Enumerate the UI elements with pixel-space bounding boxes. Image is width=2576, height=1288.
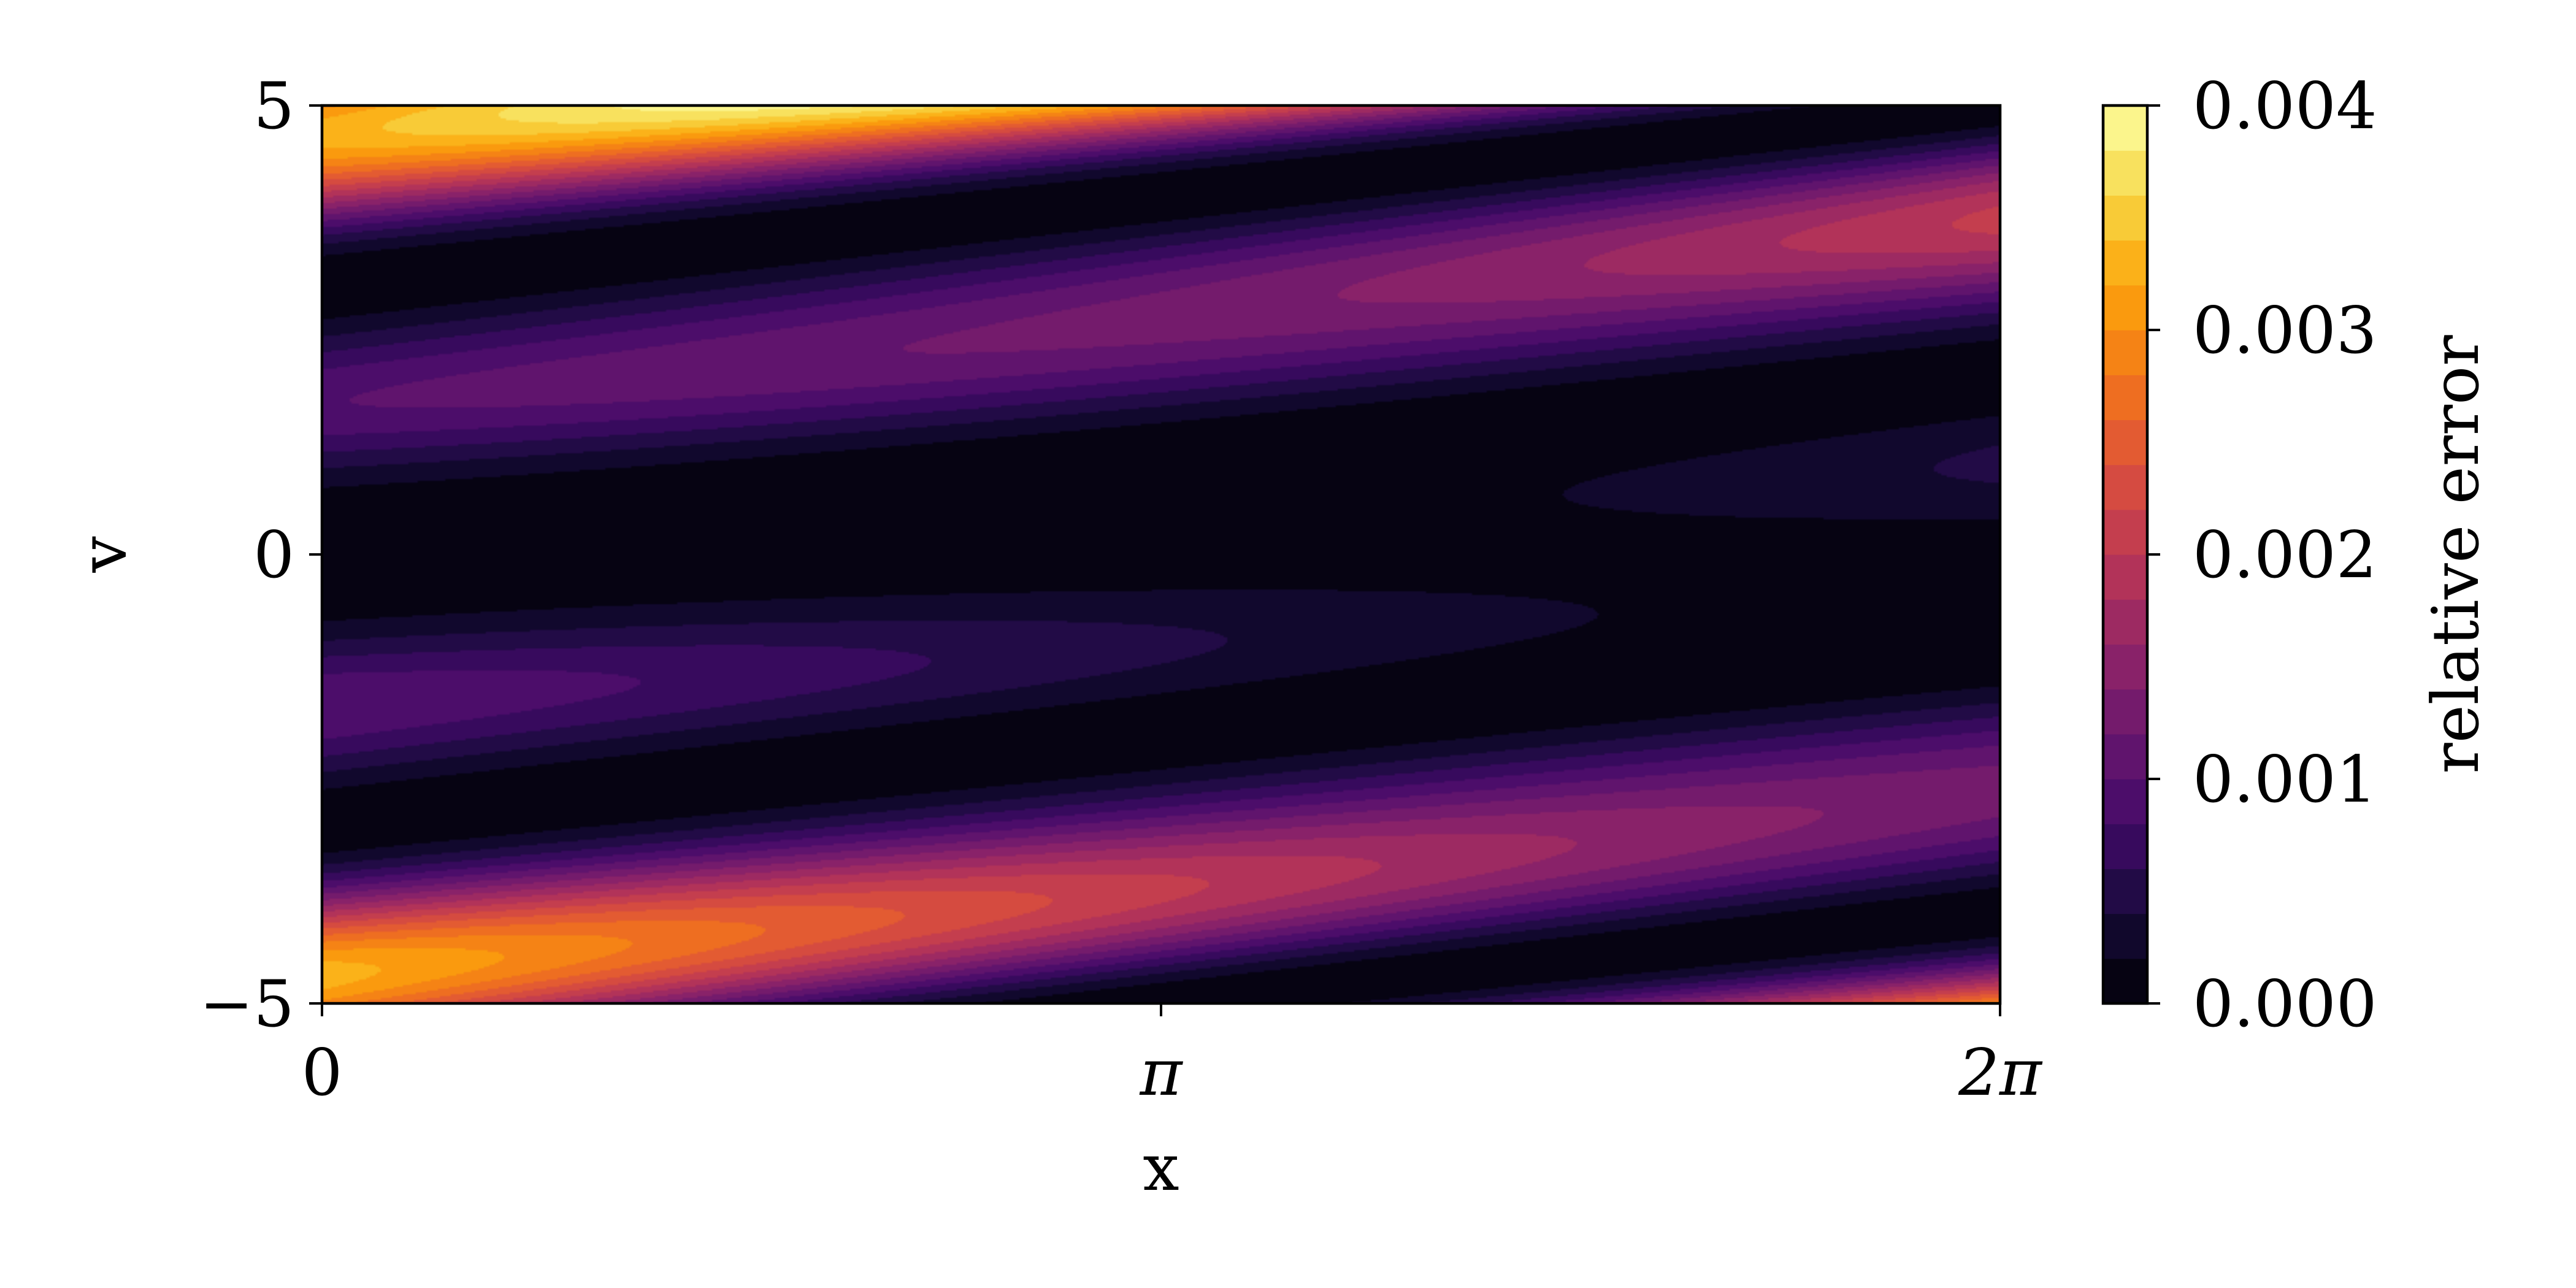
colorbar-band [2103, 330, 2147, 375]
colorbar-band [2103, 240, 2147, 286]
colorbar-band [2103, 824, 2147, 869]
heatmap-image [322, 105, 2000, 1003]
colorbar-tick-label: 0.004 [2193, 69, 2377, 144]
y-tick-label: 5 [253, 69, 294, 144]
y-tick-label: 0 [253, 518, 294, 592]
colorbar-tick-label: 0.002 [2193, 518, 2377, 592]
colorbar: 0.004 0.003 0.002 0.001 0.000 relative e… [2101, 69, 2493, 1041]
colorbar-band [2103, 644, 2147, 690]
colorbar-band [2103, 689, 2147, 735]
colorbar-bands [2103, 105, 2147, 1004]
colorbar-band [2103, 420, 2147, 466]
colorbar-tick-label: 0.000 [2193, 967, 2377, 1041]
x-tick-label: 0 [302, 1035, 343, 1110]
colorbar-band [2103, 285, 2147, 331]
y-axis-label: v [66, 536, 141, 573]
colorbar-band [2103, 375, 2147, 420]
colorbar-band [2103, 868, 2147, 914]
colorbar-band [2103, 150, 2147, 196]
x-axis-label: x [1143, 1130, 1179, 1205]
colorbar-label: relative error [2418, 335, 2493, 774]
y-axis: 5 0 −5 v [66, 69, 322, 1041]
colorbar-band [2103, 464, 2147, 510]
colorbar-band [2103, 913, 2147, 959]
colorbar-band [2103, 599, 2147, 645]
colorbar-band [2103, 958, 2147, 1004]
x-tick-label: π [1139, 1035, 1183, 1110]
colorbar-band [2103, 779, 2147, 824]
heatmap-area [322, 105, 2000, 1003]
x-axis: 0 π 2π x [302, 1003, 2043, 1205]
colorbar-band [2103, 554, 2147, 600]
y-tick-label: −5 [199, 967, 294, 1041]
colorbar-band [2103, 195, 2147, 241]
colorbar-tick-label: 0.003 [2193, 293, 2377, 368]
colorbar-band [2103, 734, 2147, 780]
colorbar-tick-label: 0.001 [2193, 742, 2377, 817]
colorbar-band [2103, 509, 2147, 555]
colorbar-band [2103, 105, 2147, 151]
x-tick-label: 2π [1958, 1035, 2043, 1110]
